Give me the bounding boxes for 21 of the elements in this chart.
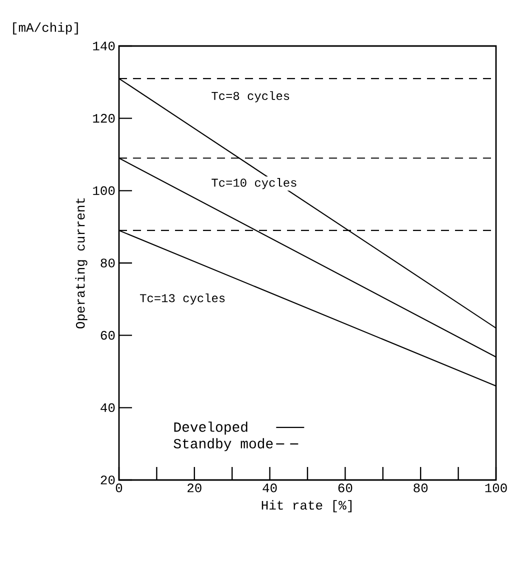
legend-label: Developed <box>174 422 248 435</box>
x-tick-label: 20 <box>188 484 202 492</box>
y-tick-label: 20 <box>100 476 115 484</box>
y-tick-label: 120 <box>93 114 115 123</box>
x-tick-label: 100 <box>485 484 507 492</box>
legend-label: Standby mode <box>174 438 273 452</box>
x-tick-label: 80 <box>414 484 428 492</box>
text: [mA/chip] <box>13 22 78 34</box>
y-tick-label: 40 <box>100 403 115 412</box>
annotation: Tc=10 cycles <box>212 178 296 190</box>
annotation: Tc=13 cycles <box>140 293 225 305</box>
y-tick-label: 100 <box>93 186 115 196</box>
y-tick-label: 80 <box>100 258 115 268</box>
y-axis-title: Operating current <box>75 198 88 328</box>
x-tick-label: 40 <box>262 484 277 492</box>
y-tick-label: 140 <box>93 42 115 50</box>
x-axis-title: Hit rate [%] <box>262 500 352 512</box>
y-tick-label: 60 <box>100 330 115 340</box>
annotation: Tc=8 cycles <box>212 91 290 102</box>
x-tick-label: 0 <box>116 484 122 492</box>
x-tick-label: 60 <box>338 484 352 492</box>
